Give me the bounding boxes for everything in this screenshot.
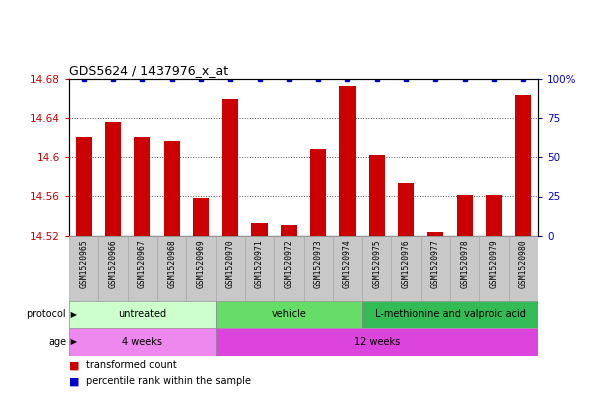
Text: protocol: protocol — [26, 309, 66, 320]
Bar — [486, 195, 502, 236]
Bar — [69, 328, 216, 356]
Bar — [76, 136, 92, 236]
Text: GSM1520972: GSM1520972 — [284, 239, 293, 288]
Bar — [186, 236, 216, 301]
Text: GSM1520976: GSM1520976 — [401, 239, 410, 288]
Bar — [427, 232, 444, 236]
Bar — [222, 99, 239, 236]
Text: age: age — [48, 337, 66, 347]
Text: GSM1520971: GSM1520971 — [255, 239, 264, 288]
Text: untreated: untreated — [118, 309, 166, 320]
Text: vehicle: vehicle — [272, 309, 307, 320]
Text: GSM1520978: GSM1520978 — [460, 239, 469, 288]
Bar — [281, 225, 297, 236]
Text: L-methionine and valproic acid: L-methionine and valproic acid — [374, 309, 525, 320]
Text: GSM1520980: GSM1520980 — [519, 239, 528, 288]
Bar — [508, 236, 538, 301]
Bar — [368, 155, 385, 236]
Text: GSM1520967: GSM1520967 — [138, 239, 147, 288]
Bar — [480, 236, 508, 301]
Bar — [69, 236, 99, 301]
Text: GSM1520968: GSM1520968 — [167, 239, 176, 288]
Text: transformed count: transformed count — [86, 360, 177, 371]
Bar — [216, 328, 538, 356]
Bar — [134, 136, 150, 236]
Bar — [398, 183, 414, 236]
Bar — [450, 236, 480, 301]
Bar — [362, 301, 538, 328]
Text: 12 weeks: 12 weeks — [353, 337, 400, 347]
Text: GSM1520965: GSM1520965 — [79, 239, 88, 288]
Bar — [310, 149, 326, 236]
Text: GSM1520975: GSM1520975 — [372, 239, 381, 288]
Bar — [515, 95, 531, 236]
Bar — [99, 236, 127, 301]
Text: GSM1520977: GSM1520977 — [431, 239, 440, 288]
Bar — [163, 141, 180, 236]
Text: ▶: ▶ — [68, 310, 77, 319]
Text: ■: ■ — [69, 376, 79, 386]
Bar — [457, 195, 473, 236]
Bar — [193, 198, 209, 236]
Bar — [245, 236, 274, 301]
Bar — [304, 236, 333, 301]
Bar — [274, 236, 304, 301]
Bar — [216, 236, 245, 301]
Bar — [157, 236, 186, 301]
Bar — [251, 223, 267, 236]
Text: ▶: ▶ — [68, 338, 77, 346]
Text: 4 weeks: 4 weeks — [123, 337, 162, 347]
Text: GSM1520979: GSM1520979 — [489, 239, 498, 288]
Bar — [128, 236, 157, 301]
Text: percentile rank within the sample: percentile rank within the sample — [86, 376, 251, 386]
Text: GSM1520973: GSM1520973 — [314, 239, 323, 288]
Bar — [216, 301, 362, 328]
Bar — [333, 236, 362, 301]
Text: GSM1520966: GSM1520966 — [109, 239, 118, 288]
Text: ■: ■ — [69, 360, 79, 371]
Text: GSM1520970: GSM1520970 — [226, 239, 235, 288]
Bar — [69, 301, 216, 328]
Bar — [421, 236, 450, 301]
Text: GSM1520974: GSM1520974 — [343, 239, 352, 288]
Bar — [391, 236, 421, 301]
Text: GSM1520969: GSM1520969 — [197, 239, 206, 288]
Bar — [362, 236, 391, 301]
Bar — [340, 86, 356, 236]
Bar — [105, 122, 121, 236]
Text: GDS5624 / 1437976_x_at: GDS5624 / 1437976_x_at — [69, 64, 228, 77]
